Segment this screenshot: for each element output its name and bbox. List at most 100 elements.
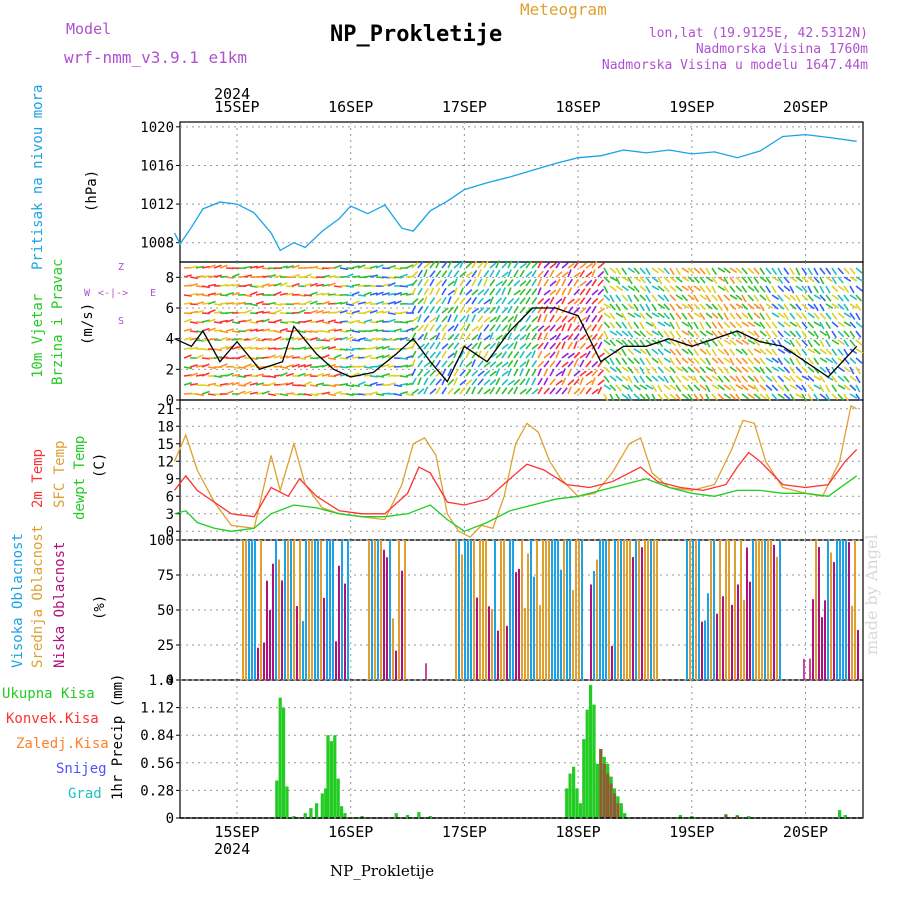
wind-barb <box>849 357 857 365</box>
wind-barb <box>753 276 760 285</box>
wind-barb <box>567 379 575 386</box>
precip-bar-total <box>568 773 572 818</box>
wind-barb <box>537 368 542 377</box>
wind-barb <box>441 307 449 314</box>
wind-barb <box>633 393 641 401</box>
wind-barb <box>423 377 429 386</box>
wind-barb <box>537 332 543 341</box>
wind-barb <box>585 379 594 386</box>
wind-barb <box>549 334 557 341</box>
wind-barb <box>765 285 771 294</box>
wind-barb <box>543 297 551 305</box>
wind-barb <box>597 333 604 341</box>
wind-barb <box>387 365 397 368</box>
wind-barb <box>189 283 198 287</box>
precip-bar-total <box>565 788 569 818</box>
precip-bar-total <box>278 697 282 818</box>
wind-barb <box>567 298 575 305</box>
wind-barb <box>333 310 342 314</box>
wind-barb <box>333 390 342 395</box>
wind-barb <box>759 312 765 321</box>
wind-barb <box>381 373 390 377</box>
wind-barb <box>399 292 408 296</box>
wind-barb <box>363 374 373 377</box>
wind-barb <box>663 285 670 293</box>
wind-barb <box>831 267 838 276</box>
wind-barb <box>339 357 349 360</box>
wind-barb <box>495 297 502 305</box>
wind-barb <box>747 366 755 373</box>
wind-barb <box>771 375 778 383</box>
wind-barb <box>663 393 670 401</box>
wind-barb <box>453 333 460 341</box>
wind-barb <box>471 325 479 332</box>
wind-barb <box>855 384 861 393</box>
wind-barb <box>213 384 222 388</box>
precip-bar-total <box>575 788 579 818</box>
wind-barb <box>555 315 562 323</box>
wind-barb <box>525 307 533 314</box>
wind-barb <box>603 384 612 390</box>
wind-barb <box>465 386 471 395</box>
wind-barb <box>561 262 569 269</box>
wind-barb <box>645 303 651 312</box>
wind-barb <box>273 318 282 323</box>
wind-barb <box>279 337 288 341</box>
wind-barb <box>453 287 458 296</box>
wind-barb <box>657 267 665 274</box>
wind-barb <box>645 366 651 375</box>
wind-barb <box>423 315 430 323</box>
wind-barb <box>219 283 229 287</box>
wind-barb <box>297 384 307 387</box>
wind-barb <box>405 339 415 342</box>
precip-bar-total <box>336 778 340 818</box>
precip-bar-total <box>572 766 576 818</box>
wind-barb <box>795 294 801 303</box>
wind-barbs <box>183 260 864 402</box>
wind-barb <box>597 386 603 395</box>
wind-barb <box>645 375 653 383</box>
wind-barb <box>603 339 611 346</box>
y-tick-label: 8 <box>166 270 174 286</box>
wind-barb <box>663 312 670 320</box>
wind-barb <box>777 375 785 383</box>
wind-barb <box>669 339 677 347</box>
wind-barb <box>459 271 467 278</box>
wind-barb <box>393 384 403 388</box>
wind-barb <box>645 330 653 337</box>
wind-barb <box>693 330 700 338</box>
wind-barb <box>795 312 803 320</box>
wind-barb <box>639 312 646 320</box>
wind-barb <box>843 321 852 327</box>
wind-barb <box>639 366 645 375</box>
wind-barb <box>639 384 648 390</box>
wind-barb <box>417 369 424 377</box>
wind-barb <box>273 330 282 334</box>
wind-barb <box>489 269 495 278</box>
wind-barb <box>825 393 831 402</box>
wind-barb <box>213 311 223 314</box>
wind-barb <box>663 384 671 391</box>
wind-barb <box>591 388 599 395</box>
wind-barb <box>537 386 543 395</box>
wind-barb <box>777 393 785 400</box>
wind-barb <box>561 287 567 296</box>
wind-barb <box>303 319 312 323</box>
wind-barb <box>753 339 761 347</box>
wind-barb <box>255 310 264 314</box>
wind-barb <box>687 276 695 283</box>
wind-barb <box>441 386 448 395</box>
wind-barb <box>741 357 749 365</box>
wind-barb <box>477 370 485 377</box>
wind-barb <box>453 305 459 314</box>
wind-barb <box>411 377 417 386</box>
wind-barb <box>333 321 343 324</box>
wind-barb <box>207 366 217 370</box>
wind-barb <box>603 312 611 319</box>
wind-barb <box>495 260 500 269</box>
wind-barb <box>849 312 856 320</box>
wind-barb <box>327 346 336 350</box>
wind-barb <box>759 276 767 283</box>
wind-barb <box>315 382 324 386</box>
wind-barb <box>801 330 808 339</box>
